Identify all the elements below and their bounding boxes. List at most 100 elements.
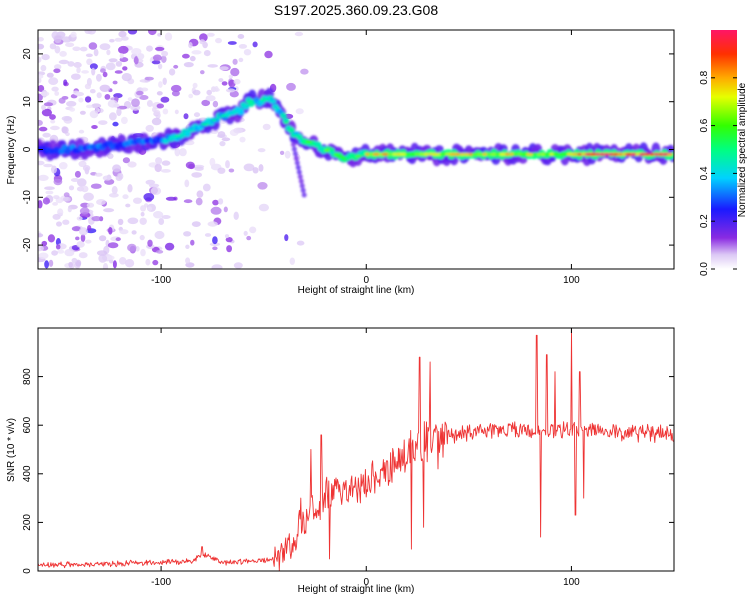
- noise-blob-118: [59, 162, 68, 170]
- noise-blob-433: [75, 236, 80, 241]
- snr-plot-area: [38, 328, 674, 571]
- noise-blob-15: [38, 37, 44, 42]
- noise-blob-472: [158, 218, 165, 225]
- noise-blob-43: [91, 103, 102, 109]
- noise-blob-387: [91, 67, 96, 76]
- noise-blob-378: [38, 233, 44, 238]
- noise-blob-151: [119, 257, 127, 265]
- noise-blob-293: [99, 84, 111, 93]
- ridge-core-571: [536, 152, 542, 156]
- noise-blob-176: [262, 123, 271, 131]
- noise-blob-251: [146, 45, 153, 52]
- noise-blob-478: [117, 218, 124, 226]
- noise-blob-489: [140, 87, 149, 92]
- noise-blob-450: [119, 229, 129, 235]
- noise-blob-465: [156, 103, 164, 109]
- ridge-core-579: [572, 152, 578, 156]
- noise-blob-60: [161, 160, 171, 166]
- ridge-core-521: [311, 142, 316, 146]
- noise-blob-5: [56, 221, 62, 227]
- noise-blob-495: [203, 50, 211, 57]
- snr-xtick-label-0: -100: [151, 577, 171, 588]
- ridge-core-547: [428, 152, 434, 156]
- noise-blob-254: [116, 108, 122, 117]
- ridge-core-594: [639, 152, 647, 156]
- noise-blob-349: [78, 252, 88, 259]
- noise-blob-421: [98, 120, 108, 125]
- noise-blob-177: [191, 50, 202, 55]
- noise-blob-449: [98, 254, 108, 263]
- ridge-body-351: [280, 112, 287, 119]
- noise-blob-221: [67, 206, 72, 213]
- noise-blob-488: [224, 234, 230, 239]
- ridge-core-505: [220, 114, 226, 118]
- noise-blob-266: [212, 199, 219, 206]
- noise-blob-199: [85, 53, 93, 58]
- noise-blob-445: [139, 217, 147, 225]
- noise-blob-249: [104, 94, 111, 100]
- noise-blob-506: [258, 164, 264, 172]
- spectrogram-ytick-label-2: 0: [22, 146, 33, 152]
- ridge-core-526: [333, 153, 339, 156]
- ridge-core-501: [187, 129, 196, 133]
- noise-blob-384: [96, 73, 102, 82]
- noise-blob-375: [171, 90, 180, 97]
- ridge-core-553: [455, 152, 461, 156]
- snr-panel: -100 0 100 0 200 400 600 800 Height of straight…: [6, 327, 675, 595]
- ridge-core-570: [532, 152, 537, 156]
- noise-blob-37: [71, 73, 81, 80]
- noise-blob-394: [131, 98, 140, 107]
- spectrogram-xtick-label-0: -100: [151, 275, 171, 286]
- noise-blob-275: [79, 46, 88, 52]
- noise-blob-336: [228, 168, 235, 173]
- noise-blob-308: [219, 141, 226, 147]
- noise-blob-424: [51, 250, 58, 256]
- ridge-branch-613: [301, 192, 307, 198]
- noise-blob-38: [112, 121, 119, 127]
- ridge-core-513: [268, 99, 277, 103]
- noise-blob-39: [77, 178, 87, 187]
- ridge-core-564: [505, 152, 510, 156]
- noise-blob-280: [42, 197, 51, 205]
- noise-blob-289: [48, 259, 54, 267]
- noise-blob-16: [264, 50, 273, 59]
- noise-blob-111: [221, 81, 228, 86]
- noise-blob-69: [62, 219, 70, 225]
- noise-blob-247: [139, 234, 145, 241]
- ridge-core-509: [237, 107, 245, 111]
- noise-blob-355: [121, 36, 129, 41]
- noise-blob-352: [156, 91, 163, 96]
- noise-blob-310: [252, 41, 258, 48]
- noise-blob-202: [86, 58, 93, 66]
- noise-blob-112: [257, 148, 266, 153]
- ridge-core-544: [414, 152, 420, 156]
- noise-blob-410: [140, 248, 146, 257]
- ridge-branch-612: [300, 187, 306, 193]
- noise-blob-367: [157, 33, 162, 37]
- noise-blob-162: [58, 97, 66, 104]
- noise-blob-237: [99, 43, 111, 51]
- ridge-core-578: [566, 152, 575, 156]
- noise-blob-298: [71, 257, 78, 264]
- ridge-core-585: [599, 152, 606, 156]
- noise-blob-186: [182, 53, 190, 59]
- noise-blob-270: [133, 56, 139, 65]
- snr-xtick-label-2: 100: [563, 577, 580, 588]
- ridge-branch-608: [296, 169, 302, 175]
- noise-blob-368: [68, 261, 73, 268]
- noise-blob-417: [54, 35, 62, 44]
- spectrogram-ytick-label-3: 10: [22, 96, 33, 108]
- ridge-core-555: [464, 152, 470, 156]
- noise-blob-432: [54, 45, 61, 54]
- noise-blob-404: [249, 226, 257, 234]
- noise-blob-438: [51, 86, 59, 92]
- noise-blob-350: [98, 235, 107, 242]
- colorbar-gradient: [711, 30, 737, 269]
- colorbar: 0.0 0.2 0.4 0.6 0.8 Normalized spectral ampl…: [699, 30, 748, 276]
- snr-x-axis-label: Height of straight line (km): [298, 584, 415, 595]
- ridge-branch-606: [294, 160, 300, 166]
- noise-blob-343: [211, 264, 223, 269]
- noise-blob-113: [90, 183, 102, 189]
- ridge-core-532: [359, 153, 367, 157]
- noise-blob-382: [57, 208, 64, 216]
